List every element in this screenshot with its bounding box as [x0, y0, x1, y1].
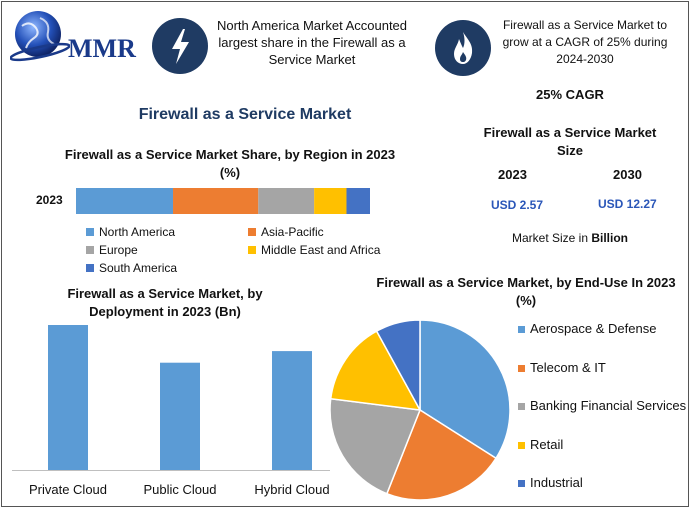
enduse-legend-aerospace-and-defense: Aerospace & Defense [518, 321, 656, 336]
market-size-note-prefix: Market Size in [511, 231, 592, 245]
region-segment-asia-pacific [173, 188, 259, 214]
legend-label: Europe [99, 243, 138, 257]
legend-swatch [248, 228, 256, 236]
enduse-pie-chart [329, 319, 511, 501]
region-segment-north-america [76, 188, 174, 214]
legend-swatch [86, 246, 94, 254]
region-segment-south-america [346, 188, 370, 214]
region-legend-north-america: North America [86, 225, 175, 239]
enduse-legend-industrial: Industrial [518, 475, 583, 490]
legend-label: North America [99, 225, 176, 239]
pie-slice-banking-financial-services [329, 397, 422, 495]
deployment-bar-private-cloud [48, 325, 88, 470]
legend-label: Telecom & IT [530, 359, 606, 375]
cagr-value: 25% CAGR [536, 87, 604, 102]
legend-swatch [518, 441, 525, 449]
legend-swatch [518, 326, 525, 333]
region-legend-south-america: South America [86, 261, 177, 275]
mmr-logo: MMR [10, 8, 140, 68]
region-segment-middle-east-and-africa [314, 188, 347, 214]
legend-swatch [248, 246, 256, 254]
deployment-tick-private-cloud: Private Cloud [29, 482, 107, 497]
deployment-chart-title: Firewall as a Service Market, by Deploym… [67, 286, 263, 319]
logo-text: MMR [68, 34, 136, 63]
flame-icon [435, 20, 491, 76]
north-america-callout: North America Market Accounted largest s… [216, 18, 408, 67]
legend-swatch [518, 403, 525, 410]
enduse-chart-title: Firewall as a Service Market, by End-Use… [376, 275, 676, 308]
deployment-bar-public-cloud [160, 362, 200, 470]
deployment-bar-chart: Private Cloud Public Cloud Hybrid Cloud [12, 325, 330, 497]
pie-slice-industrial [375, 319, 421, 411]
cagr-callout: Firewall as a Service Market to grow at … [502, 18, 668, 66]
legend-label: Middle East and Africa [261, 243, 381, 257]
legend-swatch [86, 228, 94, 236]
year-2023-label: 2023 [498, 167, 527, 182]
legend-label: Banking Financial Services [530, 398, 687, 413]
legend-swatch [518, 364, 525, 372]
legend-swatch [86, 264, 94, 272]
market-size-note-unit: Billion [591, 231, 629, 245]
enduse-legend-retail: Retail [518, 437, 563, 452]
region-legend-europe: Europe [86, 243, 138, 257]
market-size-note: Market Size in Billion [470, 231, 670, 245]
globe-icon [10, 11, 70, 62]
legend-label: Retail [530, 436, 564, 452]
deployment-tick-public-cloud: Public Cloud [144, 482, 217, 497]
pie-slice-retail [329, 330, 422, 411]
enduse-legend-banking-financial-services: Banking Financial Services [518, 398, 686, 413]
page-title: Firewall as a Service Market [138, 106, 352, 123]
deployment-tick-hybrid-cloud: Hybrid Cloud [254, 482, 329, 497]
region-segment-europe [258, 188, 315, 214]
region-stacked-bar [76, 188, 370, 214]
legend-label: Industrial [530, 475, 583, 490]
legend-label: South America [99, 261, 178, 275]
value-2030: USD 12.27 [598, 197, 657, 211]
region-chart-category: 2023 [36, 193, 63, 207]
legend-label: Asia-Pacific [261, 225, 324, 239]
region-legend-asia-pacific: Asia-Pacific [248, 225, 324, 239]
value-2023: USD 2.57 [491, 198, 544, 212]
legend-label: Aerospace & Defense [530, 321, 657, 336]
enduse-legend-telecom-and-it: Telecom & IT [518, 360, 606, 375]
lightning-icon [152, 18, 208, 74]
legend-swatch [518, 480, 525, 487]
year-2030-label: 2030 [613, 167, 642, 182]
deployment-bar-hybrid-cloud [272, 351, 312, 470]
pie-slice-telecom-and-it [385, 408, 498, 501]
region-legend-middle-east-and-africa: Middle East and Africa [248, 243, 380, 257]
region-chart-title: Firewall as a Service Market Share, by R… [64, 147, 396, 180]
market-size-title: Firewall as a Service Market Size [483, 125, 657, 158]
